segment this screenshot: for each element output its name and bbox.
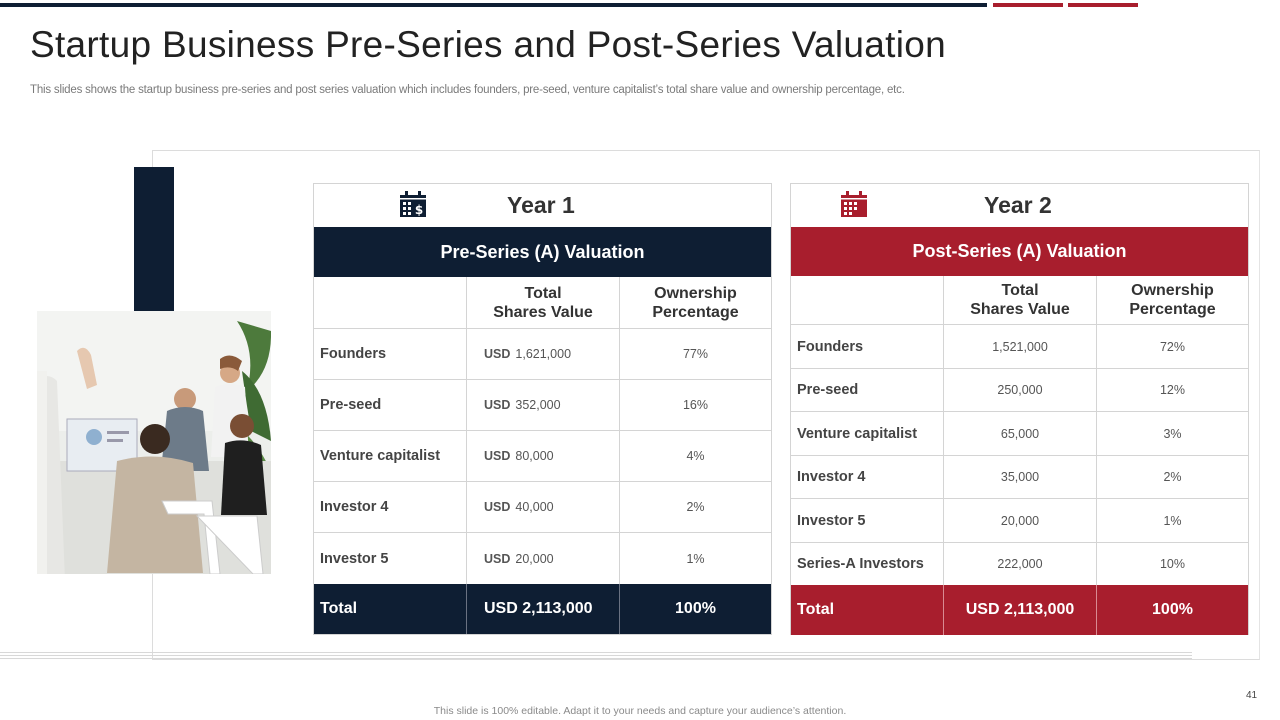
row-label: Pre-seed [314,380,467,430]
table-row: Venture capitalist USD 80,000 4% [314,431,771,482]
year1-heading: Pre-Series (A) Valuation [314,227,771,277]
year1-col-ownership: Ownership Percentage [652,284,739,321]
year2-total-row: Total USD 2,113,000 100% [791,585,1248,635]
top-accent-bar-red-1 [993,3,1063,7]
row-label: Pre-seed [791,369,944,411]
row-pct: 1% [1163,513,1182,528]
year1-table: Total Shares Value Ownership Percentage Fo… [314,277,771,584]
navy-accent-block [134,167,174,313]
row-pct: 77% [682,347,709,361]
row-value: 65,000 [944,412,1097,455]
table-row: Pre-seed USD 352,000 16% [314,380,771,431]
year2-header-blank [791,276,944,324]
office-team-photo [37,311,271,574]
year1-panel: $ Year 1 Pre-Series (A) Valuation Total S… [313,183,772,635]
top-accent-bar-red-2 [1068,3,1138,7]
row-value: 222,000 [944,543,1097,585]
table-row: Investor 5 20,000 1% [791,499,1248,543]
row-value: 20,000 [944,499,1097,542]
row-pct: 12% [1159,383,1186,397]
page-number: 41 [1246,690,1258,701]
frame-bottom-lines [0,652,1192,662]
row-value: USD 1,621,000 [467,329,620,379]
row-label: Investor 5 [314,533,467,584]
year2-header: Year 2 [791,184,1248,227]
table-row: Founders USD 1,621,000 77% [314,329,771,380]
calendar-grid-icon [841,191,867,217]
table-row: Series-A Investors 222,000 10% [791,543,1248,585]
table-row: Investor 4 USD 40,000 2% [314,482,771,533]
calendar-dollar-icon: $ [400,191,426,217]
total-pct: 100% [675,600,716,617]
row-value: USD 352,000 [467,380,620,430]
table-row: Founders 1,521,000 72% [791,325,1248,369]
table-row: Investor 5 USD 20,000 1% [314,533,771,584]
table-row: Pre-seed 250,000 12% [791,369,1248,412]
row-value: 35,000 [944,456,1097,498]
year1-table-header: Total Shares Value Ownership Percentage [314,277,771,329]
slide-subtitle: This slides shows the startup business p… [30,84,905,96]
row-value: USD 80,000 [467,431,620,481]
row-label: Investor 4 [791,456,944,498]
table-row: Venture capitalist 65,000 3% [791,412,1248,456]
svg-text:$: $ [415,203,423,217]
year2-table-header: Total Shares Value Ownership Percentage [791,276,1248,325]
year2-label: Year 2 [984,192,1052,218]
footer-note: This slide is 100% editable. Adapt it to… [433,705,847,717]
year1-header: $ Year 1 [314,184,771,227]
total-value: USD 2,113,000 [944,585,1097,635]
row-pct: 72% [1159,339,1186,354]
row-pct: 10% [1159,557,1186,571]
row-label: Investor 4 [314,482,467,532]
table-row: Investor 4 35,000 2% [791,456,1248,499]
year2-table: Total Shares Value Ownership Percentage Fo… [791,276,1248,585]
row-pct: 2% [686,500,705,514]
top-accent-bar-navy [0,3,987,7]
total-label: Total [791,585,944,635]
row-label: Investor 5 [791,499,944,542]
row-label: Venture capitalist [314,431,467,481]
row-label: Venture capitalist [791,412,944,455]
year2-col-total: Total Shares Value [944,276,1097,324]
row-value: 250,000 [944,369,1097,411]
row-label: Founders [314,329,467,379]
row-value: USD 40,000 [467,482,620,532]
row-pct: 16% [682,398,709,412]
row-label: Founders [791,325,944,368]
slide-title: Startup Business Pre-Series and Post-Ser… [30,24,947,65]
row-label: Series-A Investors [791,543,944,585]
total-label: Total [314,584,467,634]
year1-total-row: Total USD 2,113,000 100% [314,584,771,634]
row-pct: 3% [1163,426,1182,441]
row-value: 1,521,000 [944,325,1097,368]
year1-col-total: Total Shares Value [467,277,620,328]
year1-label: Year 1 [507,192,575,218]
total-pct: 100% [1152,601,1193,618]
year2-col-ownership: Ownership Percentage [1129,282,1216,318]
row-pct: 1% [686,551,705,566]
year2-panel: Year 2 Post-Series (A) Valuation Total Sh… [790,183,1249,635]
total-value: USD 2,113,000 [467,584,620,634]
year2-heading: Post-Series (A) Valuation [791,227,1248,276]
row-value: USD 20,000 [467,533,620,584]
row-pct: 4% [686,449,705,463]
year1-header-blank [314,277,467,328]
row-pct: 2% [1163,470,1182,484]
